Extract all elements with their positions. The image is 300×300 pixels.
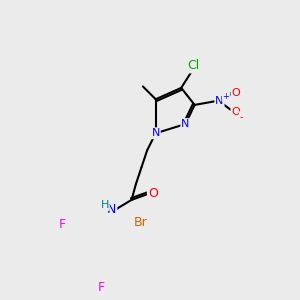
Text: Br: Br <box>134 216 148 229</box>
Text: Cl: Cl <box>187 59 200 72</box>
Text: +: + <box>222 92 229 101</box>
Text: F: F <box>98 280 105 294</box>
Text: N: N <box>181 119 190 129</box>
Text: F: F <box>58 218 65 231</box>
Text: N: N <box>152 128 160 138</box>
Text: N: N <box>215 96 224 106</box>
Text: O: O <box>148 187 158 200</box>
Text: O: O <box>231 88 240 98</box>
Text: H: H <box>100 200 109 210</box>
Text: -: - <box>240 112 243 122</box>
Text: N: N <box>107 202 116 216</box>
Text: O: O <box>231 107 240 117</box>
